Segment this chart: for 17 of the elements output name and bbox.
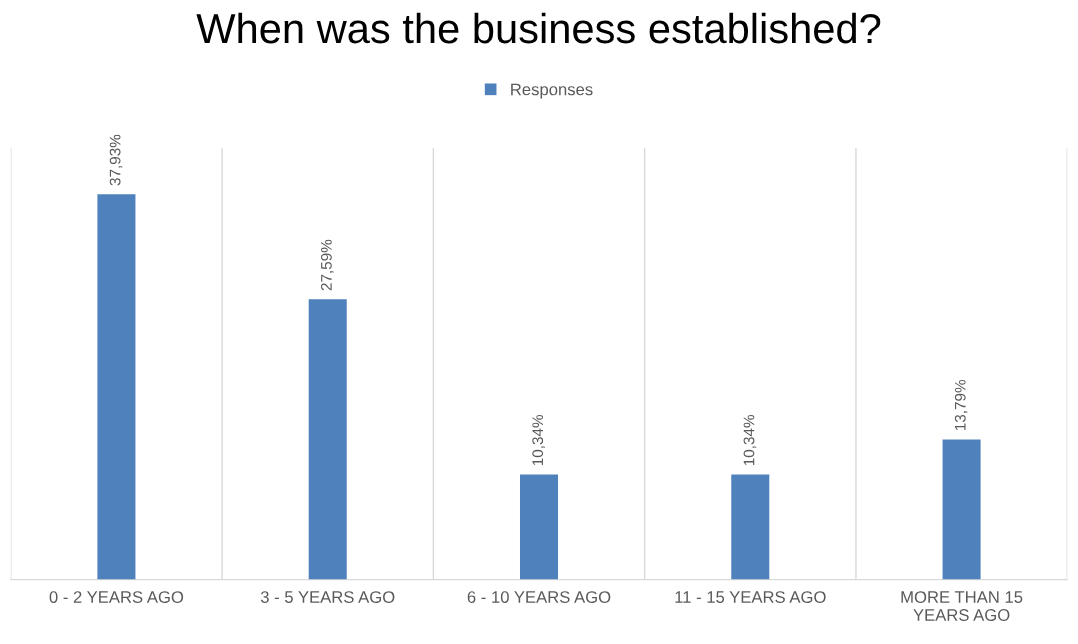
data-label: 10,34% <box>743 414 757 466</box>
data-label: 37,93% <box>109 134 123 186</box>
data-label: 27,59% <box>320 239 334 291</box>
chart-title: When was the business established? <box>196 12 881 44</box>
data-label: 10,34% <box>532 414 545 466</box>
bar <box>97 194 136 580</box>
legend-label: Responses <box>511 83 593 99</box>
bar <box>519 474 559 580</box>
x-tick-label: 0 - 2 YEARS AGO <box>49 591 184 603</box>
x-tick-label: 6 - 10 YEARS AGO <box>467 591 611 603</box>
x-tick-label: 3 - 5 YEARS AGO <box>260 591 395 603</box>
data-label: 13,79% <box>954 379 968 431</box>
x-tick-label: MORE THAN 15 YEARS AGO <box>901 591 1023 621</box>
bar <box>942 439 981 580</box>
bar <box>308 299 347 580</box>
x-tick-label: 11 - 15 YEARS AGO <box>675 591 826 603</box>
bar <box>731 474 770 580</box>
